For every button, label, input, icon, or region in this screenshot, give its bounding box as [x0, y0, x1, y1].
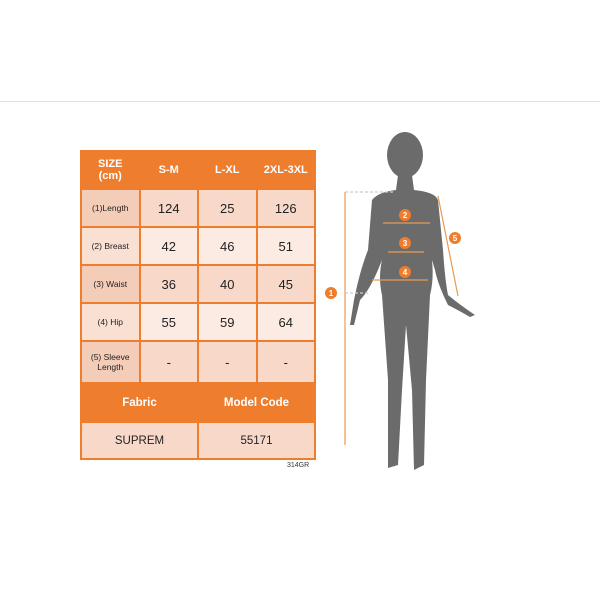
marker-label: 1 [329, 289, 334, 298]
body-measurement-figure: 1 2 3 4 5 [325, 132, 475, 470]
cell: 124 [138, 188, 199, 228]
row-label: (2) Breast [80, 226, 141, 266]
cell: 40 [197, 264, 258, 304]
cell: 42 [138, 226, 199, 266]
unit-label: (cm) [98, 170, 122, 182]
cell: - [255, 340, 316, 384]
row-label: (5) Sleeve Length [80, 340, 141, 384]
cell: - [197, 340, 258, 384]
model-code-value: 55171 [197, 421, 316, 460]
row-label: (4) Hip [80, 302, 141, 342]
marker-1-icon [325, 287, 337, 299]
model-code-label: Model Code [197, 382, 316, 423]
cell: 59 [197, 302, 258, 342]
marker-2-icon [399, 209, 411, 221]
marker-5-icon [449, 232, 461, 244]
table-header-row: SIZE (cm) S-M L-XL 2XL-3XL [80, 150, 316, 190]
sleeve-arrow [437, 195, 459, 297]
size-header: SIZE (cm) [80, 150, 141, 190]
cell: - [138, 340, 199, 384]
row-label: (1)Length [80, 188, 141, 228]
cell: 36 [138, 264, 199, 304]
size-chart-table: SIZE (cm) S-M L-XL 2XL-3XL (1)Length 124 … [80, 150, 316, 460]
table-row: (1)Length 124 25 126 [80, 188, 316, 228]
cell: 126 [255, 188, 316, 228]
table-row: (2) Breast 42 46 51 [80, 226, 316, 266]
marker-label: 2 [403, 211, 408, 220]
col-header: S-M [138, 150, 199, 190]
cell: 64 [255, 302, 316, 342]
marker-3-icon [399, 237, 411, 249]
cell: 46 [197, 226, 258, 266]
table-row: (5) Sleeve Length - - - [80, 340, 316, 384]
product-code: 314GR [287, 462, 310, 469]
marker-label: 4 [403, 268, 408, 277]
cell: 51 [255, 226, 316, 266]
size-label: SIZE [98, 158, 123, 170]
marker-label: 3 [403, 239, 408, 248]
cell: 45 [255, 264, 316, 304]
measure-markers [325, 209, 461, 299]
col-header: 2XL-3XL [255, 150, 316, 190]
table-row: (4) Hip 55 59 64 [80, 302, 316, 342]
table-row: (3) Waist 36 40 45 [80, 264, 316, 304]
row-label: (3) Waist [80, 264, 141, 304]
silhouette [350, 132, 475, 470]
fabric-value: SUPREM [80, 421, 199, 460]
marker-4-icon [399, 266, 411, 278]
cell: 25 [197, 188, 258, 228]
fabric-header-row: Fabric Model Code [80, 382, 316, 423]
divider [0, 101, 600, 102]
marker-label: 5 [453, 234, 458, 243]
fabric-value-row: SUPREM 55171 [80, 421, 316, 460]
col-header: L-XL [197, 150, 258, 190]
fabric-label: Fabric [80, 382, 199, 423]
cell: 55 [138, 302, 199, 342]
